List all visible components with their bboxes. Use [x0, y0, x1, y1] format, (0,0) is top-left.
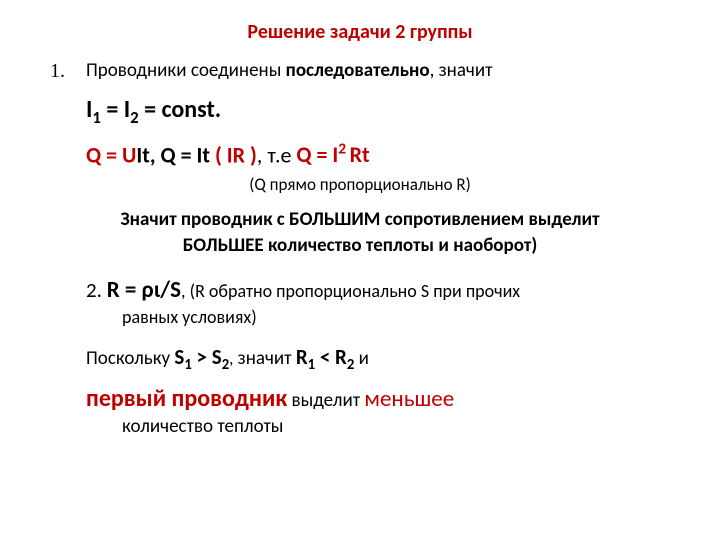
title: Решение задачи 2 группы — [50, 20, 670, 44]
fQ-a: Q = U — [86, 141, 136, 168]
i2-d: равных условиях) — [86, 306, 670, 329]
sc-e: значит — [233, 347, 295, 370]
item1: 1. Проводники соединены последовательно,… — [50, 58, 670, 85]
item1-text: Проводники соединены последовательно, зн… — [86, 58, 492, 85]
fI-b: = I — [101, 95, 130, 124]
conclusion-block: Значит проводник с БОЛЬШИМ сопротивление… — [50, 207, 670, 258]
i2-c: , (R обратно пропорционально S при прочи… — [181, 280, 520, 302]
item1-number: 1. — [50, 58, 68, 85]
fQ-wrap: Q = UIt, Q = It ( IR ) — [86, 141, 257, 168]
proportional-note: (Q прямо пропорционально R) — [50, 174, 670, 195]
item1-c: , значит — [430, 59, 493, 82]
sc-c: > S — [192, 344, 222, 370]
sc-a: Поскольку — [86, 347, 174, 370]
fI-s1: 1 — [92, 107, 101, 128]
fin-a: первый проводник — [86, 384, 287, 413]
formula-Q: Q = UIt, Q = It ( IR ), т.е Q = I2 Rt — [50, 140, 670, 168]
final-conclusion: первый проводник выделит меньшее количес… — [50, 383, 670, 440]
sc-g: < R — [315, 344, 347, 370]
s-compare: Поскольку S1 > S2, значит R1 < R2 и — [50, 344, 670, 373]
sc-s1b: 1 — [308, 355, 315, 373]
sc-h: и — [354, 347, 369, 370]
fI-c: = const. — [139, 95, 222, 124]
fin-c: меньшее — [364, 385, 454, 413]
fI-s2: 2 — [130, 107, 139, 128]
i2-a: 2. — [86, 277, 107, 303]
fQ-c: ( IR ) — [215, 141, 257, 168]
fQ-b: It, Q = It — [136, 141, 215, 168]
fQ-f: Rt — [350, 141, 370, 168]
item1-a: Проводники соединены — [86, 59, 286, 82]
fQ-d: , т.е — [257, 141, 297, 168]
i2-b: R = ρι/S — [107, 276, 181, 304]
sc-f: R — [296, 344, 308, 370]
fQ-e: Q = I — [296, 141, 338, 168]
sc-b: S — [174, 344, 184, 370]
fQ-red: Q = I2 Rt — [296, 141, 369, 168]
fQ-sup: 2 — [338, 140, 349, 159]
item1-b: последовательно — [286, 59, 430, 82]
item2: 2. R = ρι/S, (R обратно пропорционально … — [50, 276, 670, 329]
formula-I: I1 = I2 = const. — [50, 95, 670, 128]
sc-s1: 1 — [184, 355, 191, 373]
fin-b: выделит — [287, 389, 364, 412]
fin-d: количество теплоты — [86, 415, 670, 440]
